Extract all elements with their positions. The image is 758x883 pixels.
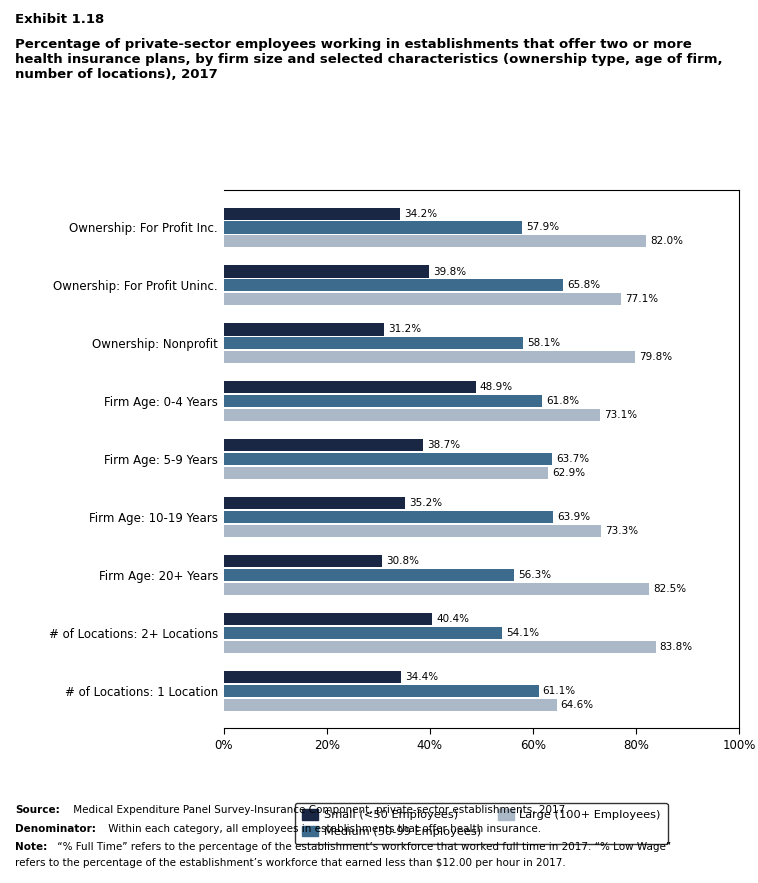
Text: Source:: Source:: [15, 805, 60, 815]
Bar: [224, 439, 423, 451]
Text: 62.9%: 62.9%: [552, 468, 585, 478]
Bar: [224, 671, 401, 683]
Bar: [224, 497, 405, 509]
Text: 34.4%: 34.4%: [405, 672, 438, 682]
Text: 61.8%: 61.8%: [547, 396, 579, 406]
Text: 82.5%: 82.5%: [653, 584, 686, 594]
Bar: [224, 337, 523, 350]
Bar: [224, 351, 635, 363]
Text: refers to the percentage of the establishment’s workforce that earned less than : refers to the percentage of the establis…: [15, 858, 566, 868]
Text: 73.3%: 73.3%: [606, 526, 639, 536]
Text: 63.7%: 63.7%: [556, 454, 589, 464]
Bar: [224, 698, 556, 711]
Bar: [224, 613, 432, 625]
Text: 34.2%: 34.2%: [404, 208, 437, 219]
Text: 63.9%: 63.9%: [557, 512, 590, 522]
Bar: [224, 583, 649, 595]
Text: 31.2%: 31.2%: [389, 324, 421, 335]
Text: 73.1%: 73.1%: [605, 410, 637, 420]
Text: 38.7%: 38.7%: [428, 441, 460, 450]
Bar: [224, 684, 538, 697]
Bar: [224, 453, 552, 465]
Bar: [224, 525, 601, 537]
Text: 48.9%: 48.9%: [480, 382, 513, 392]
Text: 30.8%: 30.8%: [387, 556, 419, 566]
Text: 39.8%: 39.8%: [433, 267, 466, 276]
Text: 64.6%: 64.6%: [561, 699, 594, 710]
Text: 65.8%: 65.8%: [567, 281, 600, 291]
Bar: [224, 279, 562, 291]
Bar: [224, 222, 522, 234]
Text: 58.1%: 58.1%: [528, 338, 560, 348]
Bar: [224, 569, 514, 581]
Text: Note:: Note:: [15, 842, 48, 852]
Bar: [224, 555, 382, 567]
Bar: [224, 396, 542, 407]
Text: 40.4%: 40.4%: [436, 614, 469, 624]
Text: Exhibit 1.18: Exhibit 1.18: [15, 13, 105, 26]
Bar: [224, 467, 548, 479]
Legend: Small (<50 Employees), Medium (50-99 Employees), Large (100+ Employees): Small (<50 Employees), Medium (50-99 Emp…: [295, 803, 668, 844]
Bar: [224, 235, 647, 247]
Text: Percentage of private-sector employees working in establishments that offer two : Percentage of private-sector employees w…: [15, 38, 723, 81]
Text: 61.1%: 61.1%: [543, 686, 576, 696]
Text: 56.3%: 56.3%: [518, 570, 551, 580]
Text: 54.1%: 54.1%: [506, 628, 540, 638]
Bar: [224, 627, 503, 639]
Bar: [224, 381, 476, 394]
Bar: [224, 266, 429, 277]
Text: 35.2%: 35.2%: [409, 498, 443, 509]
Text: Within each category, all employees in establishments that offer health insuranc: Within each category, all employees in e…: [105, 824, 540, 834]
Bar: [224, 409, 600, 421]
Bar: [224, 208, 400, 220]
Text: 82.0%: 82.0%: [650, 237, 684, 246]
Bar: [224, 293, 621, 306]
Text: 57.9%: 57.9%: [526, 223, 559, 232]
Text: 77.1%: 77.1%: [625, 294, 658, 305]
Bar: [224, 323, 384, 336]
Text: 83.8%: 83.8%: [659, 642, 693, 652]
Text: “% Full Time” refers to the percentage of the establishment’s workforce that wor: “% Full Time” refers to the percentage o…: [54, 842, 671, 852]
Text: Denominator:: Denominator:: [15, 824, 96, 834]
Bar: [224, 511, 553, 523]
Bar: [224, 641, 656, 653]
Text: Medical Expenditure Panel Survey-Insurance Component, private-sector establishme: Medical Expenditure Panel Survey-Insuran…: [70, 805, 569, 815]
Text: 79.8%: 79.8%: [639, 352, 672, 362]
